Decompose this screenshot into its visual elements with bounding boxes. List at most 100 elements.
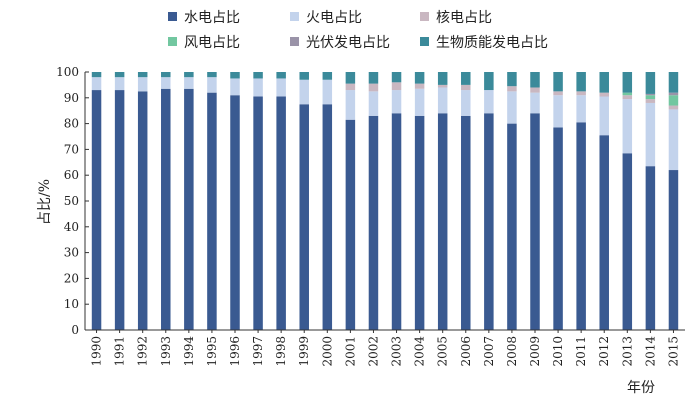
bar-segment-1997-s0 (253, 96, 263, 330)
y-tick-label-100: 100 (56, 65, 79, 79)
bar-segment-1995-s5 (207, 72, 217, 78)
bar-segment-2013-s5 (622, 72, 633, 93)
bar-segment-2006-s0 (461, 115, 471, 330)
bar-segment-1995-s0 (207, 92, 217, 330)
x-tick-label-2007: 2007 (482, 336, 496, 367)
bar-segment-2003-s1 (391, 90, 402, 114)
bar-segment-2012-s1 (599, 96, 609, 136)
bar-segment-2003-s2 (391, 82, 402, 91)
y-tick-label-60: 60 (64, 168, 79, 182)
legend-label-3: 风电占比 (184, 35, 240, 51)
bar-segment-1998-s1 (276, 78, 286, 97)
bar-segment-2009-s2 (530, 87, 540, 93)
bar-segment-2015-s2 (668, 105, 679, 110)
bar-segment-2001-s0 (345, 119, 356, 330)
bar-segment-2013-s1 (622, 99, 633, 154)
x-tick-label-2010: 2010 (551, 336, 565, 367)
bar-segment-2008-s1 (507, 91, 517, 124)
bar-segment-2007-s0 (484, 113, 494, 330)
bar-segment-1992-s0 (137, 91, 148, 330)
bar-segment-2001-s5 (345, 72, 356, 84)
bar-segment-1999-s5 (299, 72, 309, 80)
y-tick-label-0: 0 (71, 323, 79, 337)
bar-segment-1995-s1 (207, 77, 217, 93)
bar-segment-2005-s2 (437, 84, 448, 88)
bar-segment-1996-s0 (230, 95, 240, 330)
x-tick-label-1995: 1995 (205, 336, 219, 367)
x-tick-label-1992: 1992 (136, 336, 150, 367)
bar-segment-2004-s0 (414, 115, 425, 330)
x-tick-label-1991: 1991 (113, 336, 127, 367)
legend-swatch-3 (168, 37, 177, 46)
bar-segment-2006-s1 (461, 90, 471, 116)
legend-label-1: 火电占比 (306, 10, 362, 26)
bar-segment-1991-s1 (114, 77, 125, 91)
legend-swatch-2 (420, 12, 429, 21)
x-tick-label-1990: 1990 (90, 336, 104, 367)
bar-segment-1993-s5 (161, 72, 171, 78)
bar-segment-2009-s0 (530, 113, 540, 330)
bar-segment-2014-s0 (645, 166, 656, 330)
bar-segment-2011-s5 (576, 72, 586, 92)
x-tick-label-2000: 2000 (320, 336, 334, 367)
x-tick-label-1996: 1996 (228, 336, 242, 367)
x-tick-label-2015: 2015 (666, 336, 680, 367)
bar-segment-2007-s5 (484, 72, 494, 91)
bar-segment-1994-s5 (184, 72, 194, 78)
bar-segment-1992-s1 (137, 77, 148, 92)
bar-segment-2002-s0 (368, 115, 379, 330)
x-tick-label-2005: 2005 (436, 336, 450, 367)
bar-segment-1991-s0 (114, 90, 125, 330)
bar-segment-2000-s1 (322, 79, 333, 105)
bar-segment-2012-s0 (599, 135, 609, 330)
bar-segment-1991-s5 (114, 72, 125, 78)
bar-segment-2008-s0 (507, 123, 517, 330)
bar-segment-2009-s1 (530, 92, 540, 114)
legend-label-0: 水电占比 (184, 10, 240, 26)
bar-segment-2015-s1 (668, 109, 679, 171)
x-tick-label-2013: 2013 (620, 336, 634, 367)
y-tick-label-10: 10 (64, 297, 79, 311)
bar-segment-2005-s1 (437, 87, 448, 114)
bar-segment-2006-s5 (461, 72, 471, 85)
bar-segment-2002-s1 (368, 91, 379, 116)
bar-segment-2005-s0 (437, 113, 448, 330)
bar-segment-2000-s0 (322, 104, 333, 330)
bar-segment-2005-s5 (437, 72, 448, 85)
bar-segment-2015-s4 (668, 92, 679, 96)
x-tick-label-2009: 2009 (528, 336, 542, 367)
bar-segment-2001-s2 (345, 83, 356, 91)
bar-segment-2004-s1 (414, 88, 425, 116)
bar-segment-2014-s4 (645, 93, 656, 96)
bar-segment-1992-s5 (137, 72, 148, 78)
x-tick-label-1999: 1999 (297, 336, 311, 367)
plot-area (91, 72, 679, 331)
bar-segment-1990-s1 (91, 77, 102, 91)
bar-segment-2014-s3 (645, 95, 656, 100)
bar-segment-1990-s0 (91, 90, 102, 330)
bar-segment-2015-s5 (668, 72, 679, 93)
y-tick-label-40: 40 (64, 220, 79, 234)
x-tick-label-1998: 1998 (274, 336, 288, 367)
x-tick-label-2002: 2002 (366, 336, 380, 367)
x-tick-label-2006: 2006 (459, 336, 473, 367)
x-tick-label-2003: 2003 (390, 336, 404, 367)
x-tick-label-2004: 2004 (413, 336, 427, 367)
bar-segment-2010-s5 (553, 72, 563, 92)
y-tick-label-30: 30 (64, 246, 79, 260)
x-tick-label-2014: 2014 (643, 336, 657, 367)
legend-swatch-0 (168, 12, 177, 21)
bar-segment-2003-s0 (391, 113, 402, 330)
bar-segment-2013-s3 (622, 92, 633, 96)
legend-swatch-1 (290, 12, 299, 21)
x-axis-label: 年份 (627, 380, 655, 396)
legend-swatch-4 (290, 37, 299, 46)
bar-segment-2014-s5 (645, 72, 656, 94)
bar-segment-2003-s5 (391, 72, 402, 83)
y-tick-label-70: 70 (64, 142, 79, 156)
bar-segment-2002-s2 (368, 83, 379, 92)
bar-segment-2007-s1 (484, 90, 494, 114)
bar-segment-2004-s2 (414, 83, 425, 89)
bar-segment-2010-s1 (553, 95, 563, 128)
